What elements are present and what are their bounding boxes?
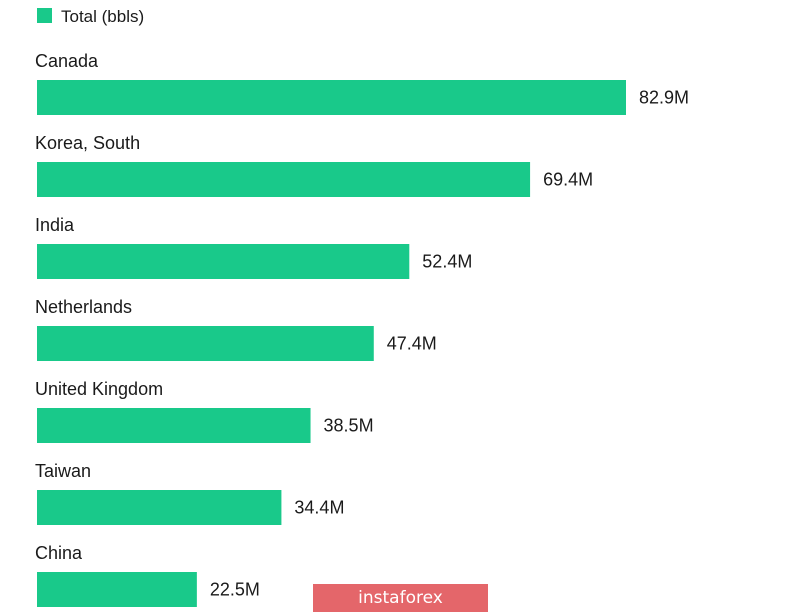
value-label: 38.5M [324, 416, 374, 436]
legend-label: Total (bbls) [61, 7, 144, 26]
bar [37, 244, 410, 279]
category-label: Taiwan [35, 461, 91, 481]
bar [37, 326, 374, 361]
category-label: Korea, South [35, 133, 140, 153]
category-label: Canada [35, 51, 99, 71]
value-label: 69.4M [543, 170, 593, 190]
bar [37, 490, 282, 525]
value-label: 82.9M [639, 88, 689, 108]
bars-group: Canada 82.9M Korea, South 69.4M India 52.4M Ne… [35, 51, 689, 607]
value-label: 34.4M [294, 498, 344, 518]
category-label: China [35, 543, 83, 563]
watermark: instaforex [313, 584, 488, 612]
bar [37, 80, 626, 115]
category-label: Netherlands [35, 297, 132, 317]
value-label: 22.5M [210, 580, 260, 600]
value-label: 47.4M [387, 334, 437, 354]
bar [37, 572, 197, 607]
legend: Total (bbls) [37, 7, 144, 26]
category-label: India [35, 215, 75, 235]
legend-swatch [37, 8, 52, 23]
value-label: 52.4M [422, 252, 472, 272]
bar [37, 162, 531, 197]
category-label: United Kingdom [35, 379, 163, 399]
bar [37, 408, 311, 443]
